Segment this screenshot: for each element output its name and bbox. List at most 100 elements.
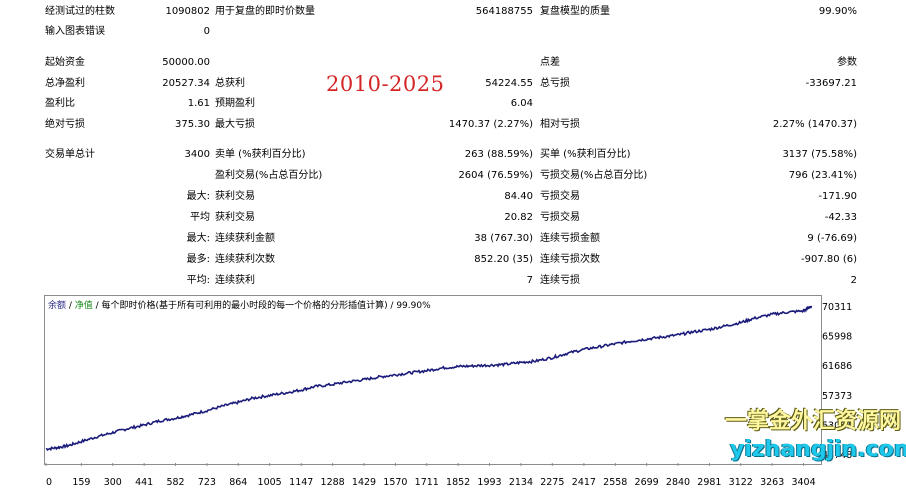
profit-factor-label: 盈利比 (45, 98, 75, 109)
total-trades-value: 3400 (184, 149, 210, 160)
avg-consecutive-loss-value: 2 (850, 275, 857, 286)
x-tick-label: 582 (166, 477, 184, 488)
initial-deposit-value: 50000.00 (162, 57, 210, 68)
x-tick-label: 1570 (383, 477, 407, 488)
max-consecutive-prefix: 最大: (186, 233, 210, 244)
watermark-line-1: 一掌金外汇资源网 (725, 409, 902, 434)
x-tick-label: 1005 (258, 477, 282, 488)
x-tick-label: 2699 (635, 477, 659, 488)
y-tick-label: 61686 (822, 361, 852, 372)
maximal-drawdown-value: 1470.37 (2.27%) (448, 119, 533, 130)
avg-consecutive-prefix: 平均: (186, 275, 210, 286)
max-consecutive-amount-win-value: 852.20 (35) (474, 254, 533, 265)
legend-separator: / (66, 301, 75, 311)
total-net-profit-label: 总净盈利 (45, 78, 85, 89)
average-loss-value: -42.33 (824, 212, 857, 223)
x-tick-label: 2134 (509, 477, 533, 488)
x-tick-label: 2275 (540, 477, 564, 488)
spread-value: 参数 (837, 57, 857, 68)
largest-loss-label: 亏损交易 (540, 191, 580, 202)
x-tick-label: 1711 (415, 477, 439, 488)
short-positions-label: 卖单 (%获利百分比) (215, 149, 306, 160)
average-loss-label: 亏损交易 (540, 212, 580, 223)
avg-consecutive-win-value: 7 (526, 275, 533, 286)
profit-factor-value: 1.61 (187, 98, 210, 109)
bars-tested-label: 经测试过的柱数 (45, 6, 115, 17)
legend-equity: 净值 (74, 301, 93, 311)
absolute-drawdown-value: 375.30 (175, 119, 210, 130)
x-tick-label: 1429 (352, 477, 376, 488)
legend-balance: 余额 (48, 301, 67, 311)
legend-description: / 每个即时价格(基于所有可利用的最小时段的每一个价格的分形插值计算) / 99… (92, 301, 431, 311)
largest-prefix: 最大: (186, 191, 210, 202)
chart-errors-value: 0 (203, 26, 210, 37)
largest-profit-value: 84.40 (504, 191, 533, 202)
expected-payoff-label: 预期盈利 (215, 98, 255, 109)
average-profit-label: 获利交易 (215, 212, 255, 223)
max-consecutive-win-label: 连续获利金额 (215, 233, 275, 244)
x-tick-label: 3404 (791, 477, 815, 488)
x-tick-label: 1147 (289, 477, 313, 488)
y-tick-label: 65998 (822, 332, 852, 343)
profit-trades-value: 2604 (76.59%) (458, 170, 533, 181)
modelling-quality-value: 99.90% (818, 6, 857, 17)
largest-profit-label: 获利交易 (215, 191, 255, 202)
absolute-drawdown-label: 绝对亏损 (45, 119, 85, 130)
x-tick-label: 2558 (603, 477, 627, 488)
period-overlay-text: 2010-2025 (326, 72, 445, 96)
long-positions-value: 3137 (75.58%) (782, 149, 857, 160)
x-tick-label: 3263 (760, 477, 784, 488)
x-tick-label: 2417 (572, 477, 596, 488)
average-prefix: 平均 (190, 212, 210, 223)
ticks-modelled-value: 564188755 (475, 6, 533, 17)
max-consecutive-win-value: 38 (767.30) (474, 233, 533, 244)
bars-tested-value: 1090802 (165, 6, 210, 17)
ticks-modelled-label: 用于复盘的即时价数量 (215, 6, 315, 17)
avg-consecutive-win-label: 连续获利 (215, 275, 255, 286)
y-tick-label: 57373 (822, 391, 852, 402)
long-positions-label: 买单 (%获利百分比) (540, 149, 631, 160)
relative-drawdown-label: 相对亏损 (540, 119, 580, 130)
initial-deposit-label: 起始资金 (45, 57, 85, 68)
average-profit-value: 20.82 (504, 212, 533, 223)
max-consecutive-loss-label: 连续亏损金额 (540, 233, 600, 244)
x-tick-label: 300 (104, 477, 122, 488)
spread-label: 点差 (540, 57, 560, 68)
max-consecutive-amount-prefix: 最多: (186, 254, 210, 265)
max-consecutive-amount-loss-value: -907.80 (6) (801, 254, 857, 265)
max-consecutive-amount-win-label: 连续获利次数 (215, 254, 275, 265)
gross-profit-value: 54224.55 (485, 78, 533, 89)
x-tick-label: 441 (135, 477, 153, 488)
avg-consecutive-loss-label: 连续亏损 (540, 275, 580, 286)
x-tick-label: 723 (198, 477, 216, 488)
short-positions-value: 263 (88.59%) (464, 149, 533, 160)
chart-legend: 余额 / 净值 / 每个即时价格(基于所有可利用的最小时段的每一个价格的分形插值… (48, 298, 431, 311)
max-consecutive-loss-value: 9 (-76.69) (807, 233, 857, 244)
x-tick-label: 1288 (321, 477, 345, 488)
watermark-line-2: yizhangjin.com (730, 437, 906, 462)
x-tick-label: 864 (229, 477, 247, 488)
x-tick-label: 0 (46, 477, 52, 488)
max-consecutive-amount-loss-label: 连续亏损次数 (540, 254, 600, 265)
total-trades-label: 交易单总计 (45, 149, 95, 160)
gross-loss-label: 总亏损 (540, 78, 570, 89)
loss-trades-value: 796 (23.41%) (788, 170, 857, 181)
x-tick-label: 1993 (477, 477, 501, 488)
profit-trades-label: 盈利交易(%占总百分比) (215, 170, 323, 181)
x-tick-label: 3122 (729, 477, 753, 488)
x-tick-label: 1852 (446, 477, 470, 488)
gross-profit-label: 总获利 (215, 78, 245, 89)
maximal-drawdown-label: 最大亏损 (215, 119, 255, 130)
x-tick-label: 2981 (697, 477, 721, 488)
gross-loss-value: -33697.21 (805, 78, 857, 89)
relative-drawdown-value: 2.27% (1470.37) (772, 119, 857, 130)
y-tick-label: 70311 (822, 302, 852, 313)
expected-payoff-value: 6.04 (510, 98, 533, 109)
total-net-profit-value: 20527.34 (162, 78, 210, 89)
chart-errors-label: 输入图表错误 (45, 26, 105, 37)
loss-trades-label: 亏损交易(%占总百分比) (540, 170, 648, 181)
x-tick-label: 2840 (666, 477, 690, 488)
modelling-quality-label: 复盘模型的质量 (540, 6, 610, 17)
largest-loss-value: -171.90 (818, 191, 857, 202)
balance-chart-frame (44, 295, 822, 465)
